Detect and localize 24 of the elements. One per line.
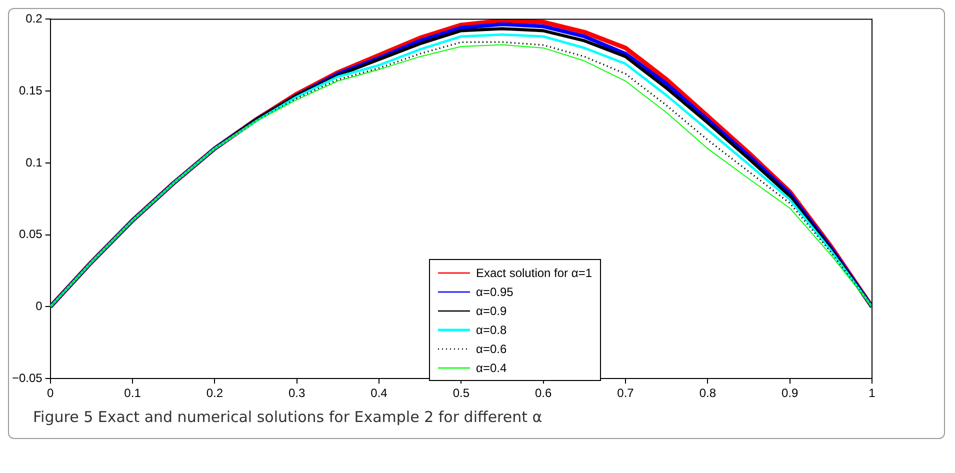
y-tick-label: 0.1 [26, 155, 43, 170]
legend-label: α=0.4 [476, 360, 507, 374]
legend-label: α=0.9 [476, 304, 507, 318]
x-tick-label: 0.8 [699, 386, 716, 400]
legend-label: α=0.95 [476, 284, 514, 298]
x-tick-label: 0.5 [452, 386, 470, 400]
x-tick-label: 0.3 [288, 386, 306, 400]
legend-label: α=0.8 [476, 322, 507, 336]
y-tick-label: 0.2 [26, 12, 43, 26]
x-tick-label: 0.2 [206, 386, 224, 400]
x-tick-label: 1 [868, 386, 876, 400]
y-tick-label: 0.05 [19, 227, 43, 242]
x-tick-label: 0.9 [781, 386, 798, 400]
legend-label: Exact solution for α=1 [476, 266, 592, 280]
legend-label: α=0.6 [476, 342, 507, 356]
x-tick-label: 0 [47, 386, 54, 400]
y-tick-label: 0 [36, 299, 43, 314]
x-tick-label: 0.7 [617, 386, 634, 400]
y-tick-label: 0.15 [19, 83, 43, 98]
x-tick-label: 0.4 [370, 386, 388, 400]
y-tick-label: −0.05 [12, 370, 43, 385]
caption: Figure 5 Exact and numerical solutions for Example 2 for different α [32, 407, 544, 428]
x-tick-label: 0.6 [535, 386, 552, 400]
x-tick-label: 0.1 [124, 386, 142, 400]
